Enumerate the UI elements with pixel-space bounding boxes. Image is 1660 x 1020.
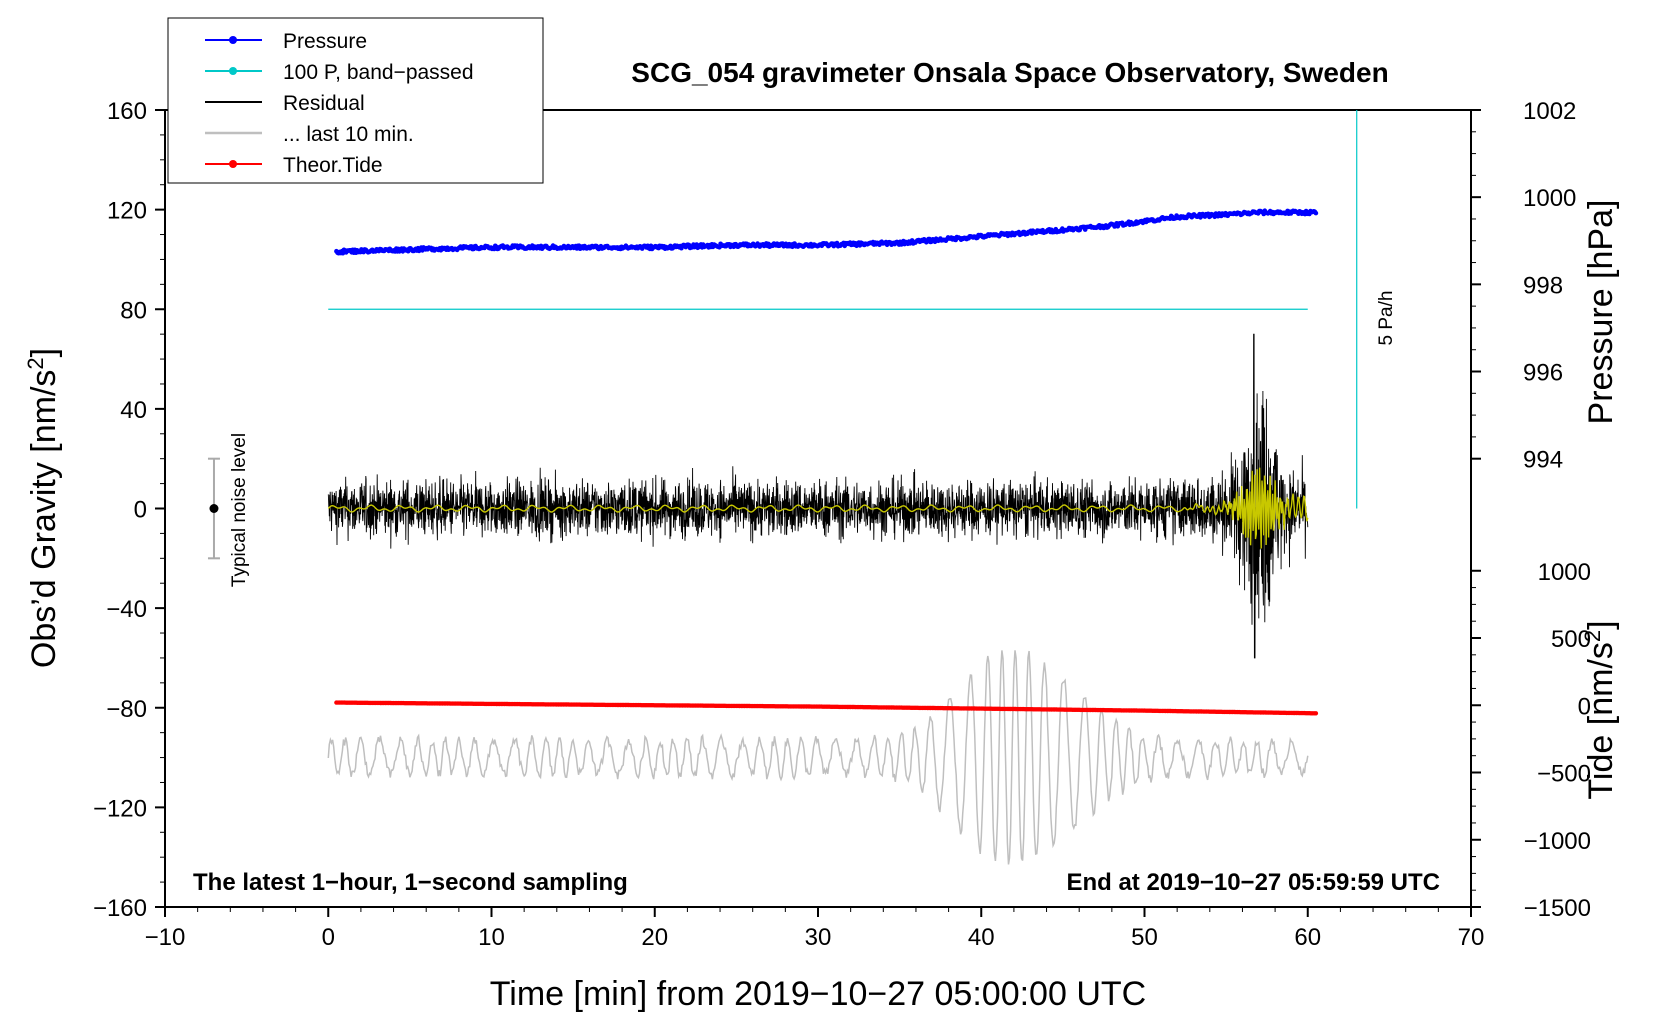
y-axis-gravity: 160 120 80 40 0 −40 −80 −120 −160: [93, 98, 165, 922]
y-axis-pressure: 1002 1000 998 996 994: [1471, 98, 1576, 474]
chart-title: SCG_054 gravimeter Onsala Space Observat…: [631, 57, 1388, 88]
tide-point: [1313, 711, 1319, 716]
ylabel-tide-end: ]: [1582, 620, 1620, 629]
ylabel-main-end: ]: [25, 348, 63, 357]
x-tick-label: 60: [1294, 924, 1321, 951]
y-axis-title-tide: Tide [nm/s2]: [1580, 620, 1620, 799]
y-tick-label: 0: [134, 497, 147, 524]
noise-bar-dot: [209, 504, 219, 513]
ylabel-tide-text: Tide [nm/s: [1582, 642, 1620, 799]
legend: Pressure 100 P, band−passed Residual ... la…: [167, 17, 544, 184]
ylabel-main-sup: 2: [23, 357, 48, 369]
legend-label: Pressure: [283, 30, 367, 53]
legend-label: Theor.Tide: [283, 154, 383, 177]
series-residual: [327, 333, 1309, 659]
legend-swatch-marker: [229, 67, 237, 75]
y-axis-tide: 1000 500 0 −500 −1000 −1500: [1471, 559, 1591, 922]
y-tick-label: −40: [106, 596, 147, 623]
x-axis: −10 0 10 20 30 40 50 60 70: [145, 907, 1485, 951]
x-tick-label: 50: [1131, 924, 1158, 951]
y-tick-label: 40: [120, 397, 147, 424]
legend-label: ... last 10 min.: [283, 123, 414, 146]
y-tick-label: −80: [106, 696, 147, 723]
annotation-end-time: End at 2019−10−27 05:59:59 UTC: [1066, 869, 1440, 896]
x-tick-label: 70: [1458, 924, 1485, 951]
y-tick-label: 160: [107, 98, 147, 125]
tide-tick-label: −1000: [1524, 828, 1591, 855]
y-tick-label: 120: [107, 198, 147, 225]
x-tick-label: 30: [805, 924, 832, 951]
series-pressure: [334, 208, 1319, 256]
series-residual-filtered: [327, 467, 1309, 549]
y-tick-label: −160: [93, 895, 147, 922]
pressure-tick-label: 994: [1523, 447, 1563, 474]
x-tick-label: −10: [145, 924, 186, 951]
pressure-tick-label: 998: [1523, 272, 1563, 299]
y-axis-title-pressure: Pressure [hPa]: [1582, 200, 1620, 425]
series-theoretical-tide: [334, 700, 1319, 716]
noise-bar: [207, 457, 220, 560]
x-tick-label: 10: [478, 924, 505, 951]
y-tick-label: −120: [93, 795, 147, 822]
x-tick-label: 20: [641, 924, 668, 951]
series-last-10-min: [327, 650, 1309, 865]
annotation-sampling: The latest 1−hour, 1−second sampling: [193, 869, 628, 896]
legend-box: [167, 17, 544, 184]
legend-swatch-marker: [229, 36, 237, 44]
ylabel-tide-sup: 2: [1580, 630, 1605, 642]
tide-tick-label: 0: [1578, 693, 1591, 720]
legend-label: Residual: [283, 92, 365, 115]
x-axis-title: Time [min] from 2019−10−27 05:00:00 UTC: [490, 975, 1146, 1013]
y-axis-title-gravity: Obs’d Gravity [nm/s2]: [23, 348, 63, 668]
tide-tick-label: −500: [1537, 761, 1591, 788]
x-tick-label: 40: [968, 924, 995, 951]
scale-bar-label: 5 Pa/h: [1376, 291, 1397, 346]
pressure-point: [1313, 210, 1319, 216]
x-tick-label: 0: [322, 924, 335, 951]
tide-tick-label: 1000: [1538, 559, 1591, 586]
ylabel-main-text: Obs’d Gravity [nm/s: [25, 370, 63, 669]
tide-tick-label: −1500: [1524, 895, 1591, 922]
noise-level-label: Typical noise level: [229, 433, 250, 587]
tide-tick-label: 500: [1551, 626, 1591, 653]
pressure-tick-label: 996: [1523, 360, 1563, 387]
series-layer: [207, 110, 1358, 865]
y-tick-label: 80: [120, 297, 147, 324]
legend-swatch-marker: [229, 160, 237, 168]
legend-label: 100 P, band−passed: [283, 61, 474, 84]
pressure-tick-label: 1000: [1523, 185, 1576, 212]
pressure-tick-label: 1002: [1523, 98, 1576, 125]
